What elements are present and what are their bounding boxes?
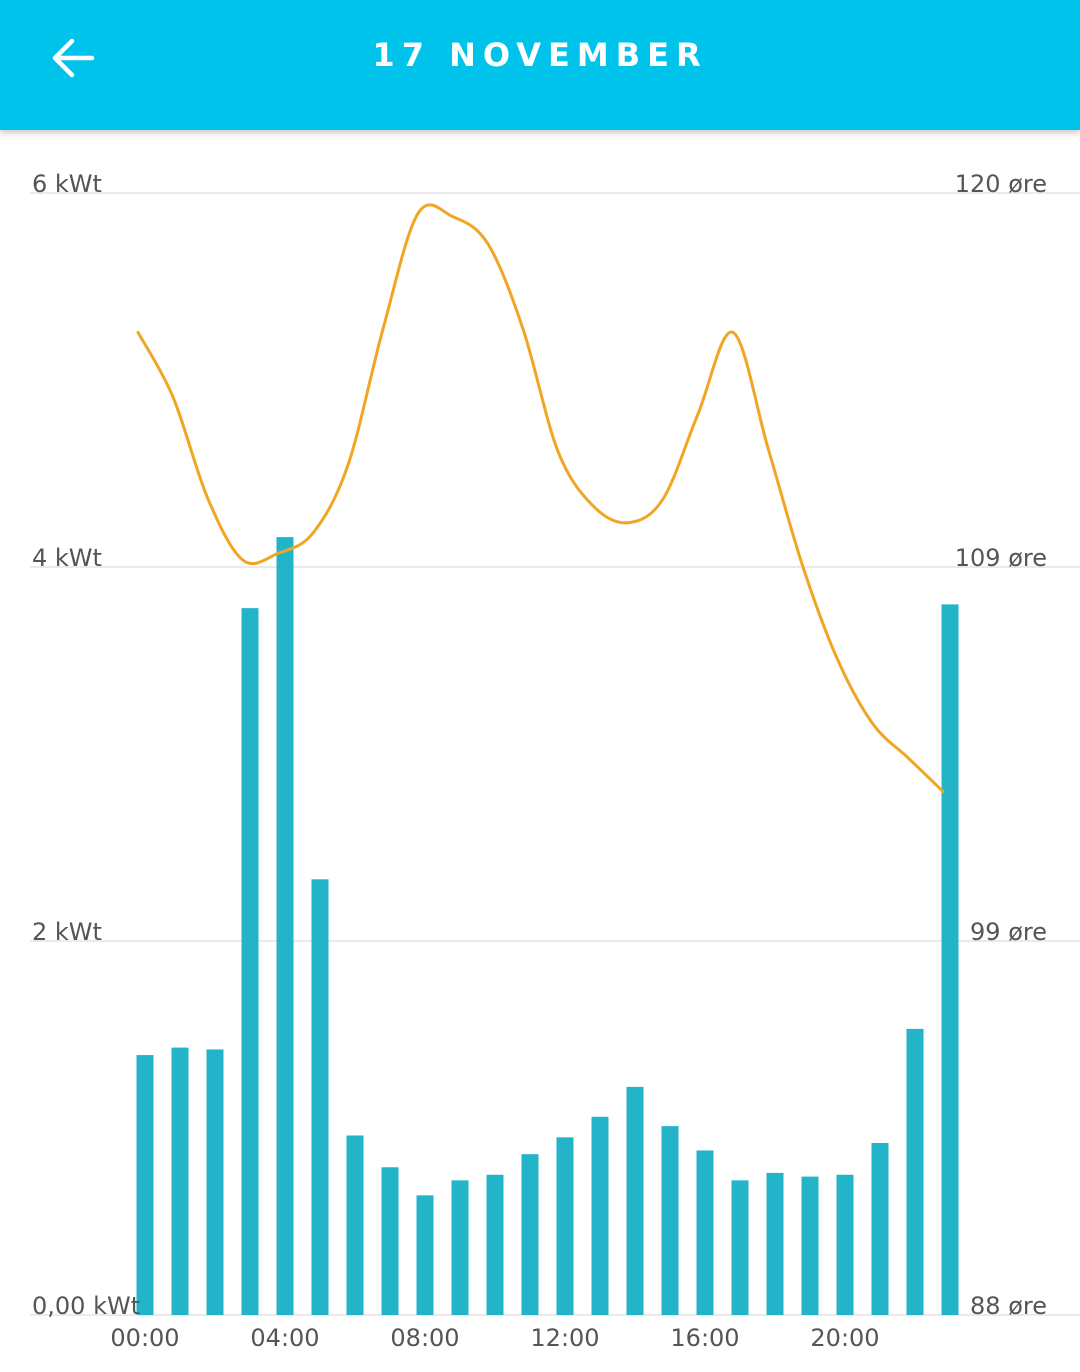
bar-0300 [241, 608, 259, 1315]
x-tick-label: 12:00 [530, 1324, 599, 1352]
bar-1300 [591, 1116, 609, 1315]
bar-1100 [521, 1154, 539, 1315]
y-right-tick-label: 109 øre [955, 544, 1047, 572]
x-tick-label: 16:00 [670, 1324, 739, 1352]
bar-1200 [556, 1137, 574, 1315]
y-left-tick-label: 6 kWt [32, 170, 102, 198]
bar-2200 [906, 1028, 924, 1315]
page-title: 17 NOVEMBER [372, 36, 708, 74]
y-right-tick-label: 120 øre [955, 170, 1047, 198]
y-left-tick-label: 4 kWt [32, 544, 102, 572]
x-tick-label: 00:00 [110, 1324, 179, 1352]
back-button[interactable] [44, 28, 104, 88]
x-tick-label: 20:00 [810, 1324, 879, 1352]
bar-0500 [311, 879, 329, 1315]
x-tick-label: 04:00 [250, 1324, 319, 1352]
top-app-bar: 17 NOVEMBER [0, 0, 1080, 130]
y-right-tick-label: 99 øre [970, 918, 1047, 946]
bar-2300 [941, 604, 959, 1315]
bar-2000 [836, 1174, 854, 1315]
bar-1700 [731, 1180, 749, 1315]
bar-1400 [626, 1086, 644, 1315]
bar-2100 [871, 1142, 889, 1315]
y-left-tick-label: 2 kWt [32, 918, 102, 946]
bar-0700 [381, 1167, 399, 1315]
arrow-left-icon [52, 38, 95, 78]
y-right-tick-label: 88 øre [970, 1292, 1047, 1320]
bar-0400 [276, 537, 294, 1315]
bar-0600 [346, 1135, 364, 1315]
price-line [136, 203, 945, 793]
bar-0000 [136, 1055, 154, 1315]
bar-0100 [171, 1047, 189, 1315]
x-tick-label: 08:00 [390, 1324, 459, 1352]
bar-1900 [801, 1176, 819, 1315]
bar-1800 [766, 1172, 784, 1315]
bar-1000 [486, 1174, 504, 1315]
bar-1600 [696, 1150, 714, 1315]
bar-0200 [206, 1049, 224, 1315]
bar-0900 [451, 1180, 469, 1315]
y-left-tick-label: 0,00 kWt [32, 1292, 140, 1320]
bar-0800 [416, 1195, 434, 1315]
bar-1500 [661, 1126, 679, 1315]
